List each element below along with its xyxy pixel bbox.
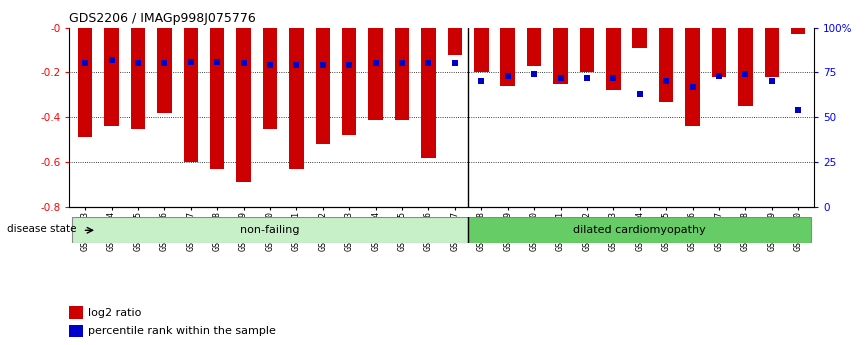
Point	[236, 61, 250, 66]
Text: GDS2206 / IMAGp998J075776: GDS2206 / IMAGp998J075776	[69, 12, 256, 25]
Bar	[468, 217, 811, 243]
Bar	[421, 28, 436, 158]
Point	[78, 61, 92, 66]
Bar	[368, 28, 383, 119]
Point	[712, 73, 726, 79]
Bar	[69, 306, 82, 319]
Bar	[448, 28, 462, 55]
Point	[210, 59, 224, 65]
Bar	[69, 325, 82, 337]
Bar	[791, 28, 805, 34]
Point	[659, 79, 673, 84]
Bar	[262, 28, 277, 128]
Point	[606, 75, 620, 81]
Bar	[104, 28, 119, 126]
Bar	[527, 28, 541, 66]
Bar	[685, 28, 700, 126]
Bar	[157, 28, 171, 113]
Bar	[712, 28, 727, 77]
Bar	[289, 28, 304, 169]
Bar	[395, 28, 410, 119]
Point	[342, 62, 356, 68]
Point	[765, 79, 779, 84]
Point	[633, 91, 647, 97]
Point	[792, 107, 805, 113]
Text: non-failing: non-failing	[240, 225, 300, 235]
Bar	[131, 28, 145, 128]
Bar	[210, 28, 224, 169]
Bar	[315, 28, 330, 144]
Point	[184, 59, 197, 65]
Bar	[501, 28, 515, 86]
Bar	[184, 28, 198, 162]
Point	[105, 57, 119, 63]
Point	[475, 79, 488, 84]
Bar	[765, 28, 779, 77]
Point	[527, 71, 541, 77]
Bar	[659, 28, 674, 101]
Point	[158, 61, 171, 66]
Bar	[738, 28, 753, 106]
Point	[501, 73, 514, 79]
Point	[739, 71, 753, 77]
Bar	[78, 28, 93, 137]
Point	[289, 62, 303, 68]
Text: percentile rank within the sample: percentile rank within the sample	[88, 326, 275, 336]
Point	[553, 75, 567, 81]
Point	[263, 62, 277, 68]
Bar	[474, 28, 488, 72]
Point	[395, 61, 409, 66]
Point	[316, 62, 330, 68]
Bar	[236, 28, 251, 182]
Bar	[606, 28, 621, 90]
Text: dilated cardiomyopathy: dilated cardiomyopathy	[573, 225, 706, 235]
Bar	[553, 28, 568, 83]
Bar	[579, 28, 594, 72]
Point	[580, 75, 594, 81]
Text: log2 ratio: log2 ratio	[88, 308, 141, 317]
Point	[369, 61, 383, 66]
Point	[448, 61, 462, 66]
Bar	[632, 28, 647, 48]
Point	[131, 61, 145, 66]
Point	[686, 84, 700, 90]
Text: disease state: disease state	[7, 225, 76, 234]
Bar	[72, 217, 468, 243]
Point	[422, 61, 436, 66]
Bar	[342, 28, 357, 135]
